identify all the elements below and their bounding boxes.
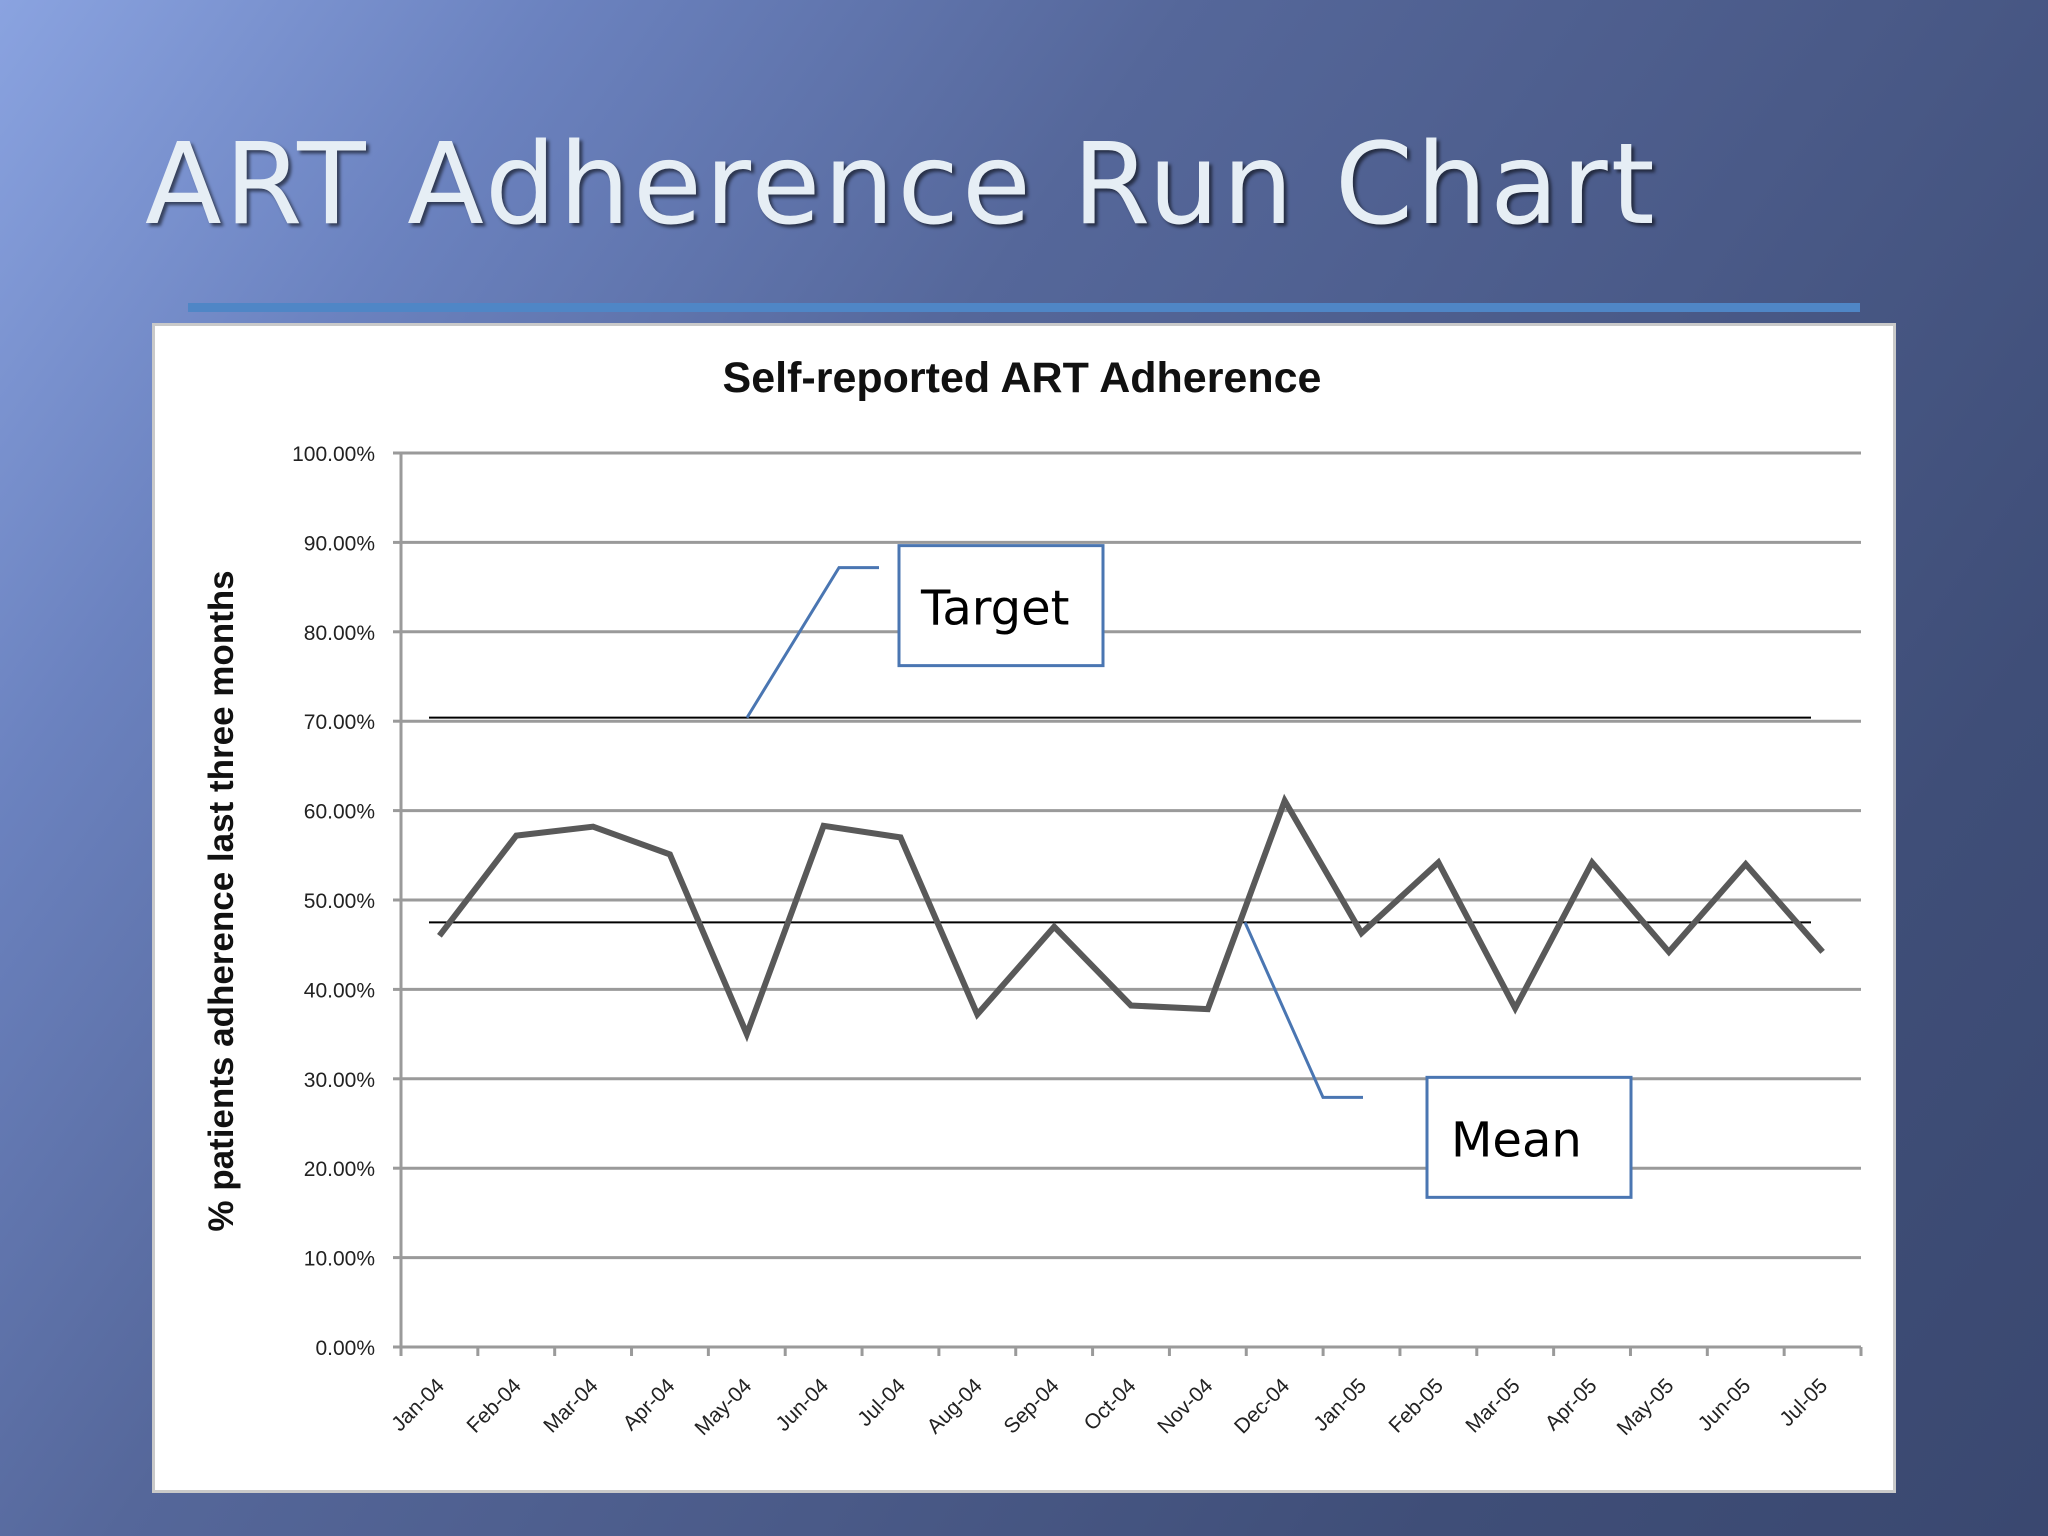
y-tick-label: 30.00% <box>304 1069 375 1092</box>
mean-callout-label: Mean <box>1451 1112 1582 1168</box>
x-tick-label: May-05 <box>1613 1374 1679 1440</box>
y-tick-label: 50.00% <box>304 890 375 913</box>
x-tick-label: Mar-05 <box>1461 1374 1524 1437</box>
y-tick-label: 20.00% <box>304 1158 375 1181</box>
x-tick-label: Oct-04 <box>1080 1374 1141 1435</box>
axes <box>393 451 1863 1356</box>
reference-lines <box>429 716 1811 924</box>
slide-title: ART Adherence Run Chart <box>145 120 1658 250</box>
y-tick-label: 100.00% <box>292 443 375 466</box>
gridlines <box>401 451 1861 1260</box>
y-tick-label: 40.00% <box>304 979 375 1002</box>
x-tick-label: Nov-04 <box>1153 1374 1217 1438</box>
x-tick-label: Dec-04 <box>1230 1374 1294 1438</box>
x-tick-label: Jan-04 <box>387 1374 449 1436</box>
y-tick-label: 90.00% <box>304 532 375 555</box>
y-tick-label: 0.00% <box>315 1337 375 1360</box>
target-callout-label: Target <box>920 581 1070 637</box>
mean-callout-leader <box>1243 921 1363 1099</box>
x-tick-label: Apr-04 <box>619 1374 680 1435</box>
title-divider <box>188 303 1860 312</box>
x-tick-label: Sep-04 <box>1000 1374 1064 1438</box>
x-tick-label: Apr-05 <box>1541 1374 1602 1435</box>
x-tick-label: Jun-05 <box>1694 1374 1756 1436</box>
y-tick-label: 80.00% <box>304 622 375 645</box>
x-tick-label: Jun-04 <box>771 1374 833 1436</box>
y-tick-labels: 0.00% 10.00% 20.00% 30.00% 40.00% 50.00% 60.00… <box>292 443 375 1360</box>
y-axis-label: % patients adherence last three months <box>202 570 241 1231</box>
series-line <box>437 793 1825 1043</box>
series-lines <box>437 793 1825 1043</box>
x-tick-label: Jul-05 <box>1775 1374 1832 1431</box>
target-callout-box <box>897 544 1105 668</box>
line-chart: Self-reported ART Adherence % patients a… <box>202 354 1863 1440</box>
chart-title: Self-reported ART Adherence <box>723 354 1322 402</box>
x-tick-labels: Jan-04 Feb-04 Mar-04 Apr-04 May-04 Jun-04 Jul-… <box>387 1374 1832 1440</box>
x-tick-label: Aug-04 <box>923 1374 987 1438</box>
target-callout-leader <box>745 566 879 719</box>
mean-callout-box <box>1425 1075 1633 1199</box>
x-tick-label: Mar-04 <box>539 1374 603 1438</box>
x-tick-label: Jan-05 <box>1309 1374 1371 1436</box>
y-tick-label: 60.00% <box>304 801 375 824</box>
x-tick-label: May-04 <box>691 1374 757 1440</box>
chart-frame: Self-reported ART Adherence % patients a… <box>152 323 1896 1493</box>
callouts: Target Mean <box>745 544 1633 1199</box>
y-tick-label: 70.00% <box>304 711 375 734</box>
x-tick-label: Jul-04 <box>853 1374 910 1431</box>
x-tick-label: Feb-05 <box>1385 1374 1448 1437</box>
x-tick-label: Feb-04 <box>462 1374 526 1438</box>
y-tick-label: 10.00% <box>304 1248 375 1271</box>
